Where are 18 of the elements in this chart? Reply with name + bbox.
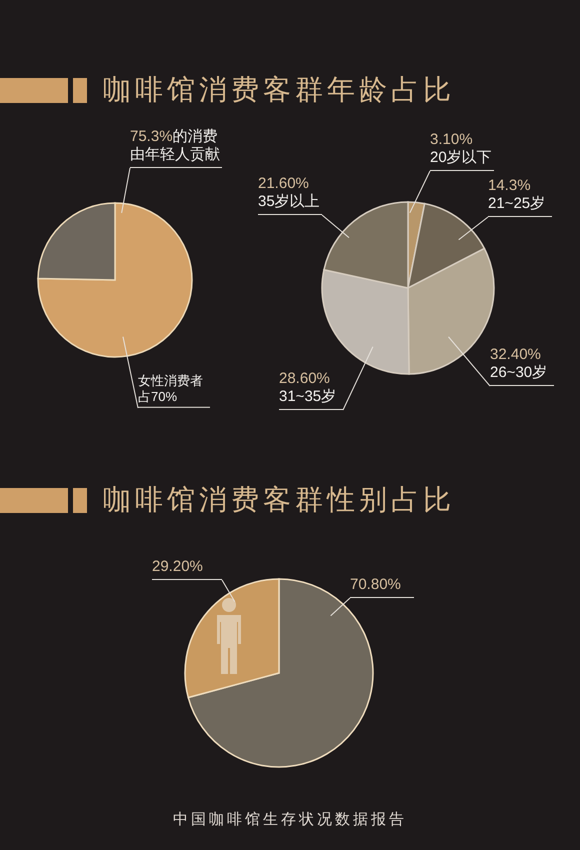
- slice-label: 20岁以下: [430, 149, 492, 166]
- text: 中国咖啡馆生存状况数据报告: [173, 810, 407, 828]
- data-label: 32.40%: [490, 346, 541, 363]
- data-label: 75.3%的消费由年轻人贡献: [130, 128, 220, 163]
- data-label: 70.80%: [350, 576, 401, 593]
- slice-label: 21~25岁: [488, 195, 546, 212]
- data-label: 14.3%: [488, 177, 531, 194]
- text: 女性消费者占70%: [138, 372, 203, 404]
- text: 咖啡馆消费客群年龄占比: [103, 73, 455, 107]
- data-label: 28.60%: [279, 370, 330, 387]
- data-label: 29.20%: [152, 558, 203, 575]
- chart-title: 咖啡馆消费客群性别占比: [103, 483, 455, 517]
- pie-slice: [37, 202, 193, 358]
- data-label: 21.60%: [258, 175, 309, 192]
- data-label: 3.10%: [430, 131, 473, 148]
- slice-label: 35岁以上: [258, 193, 320, 210]
- slice-label: 31~35岁: [279, 388, 336, 405]
- slice-label: 26~30岁: [490, 364, 548, 381]
